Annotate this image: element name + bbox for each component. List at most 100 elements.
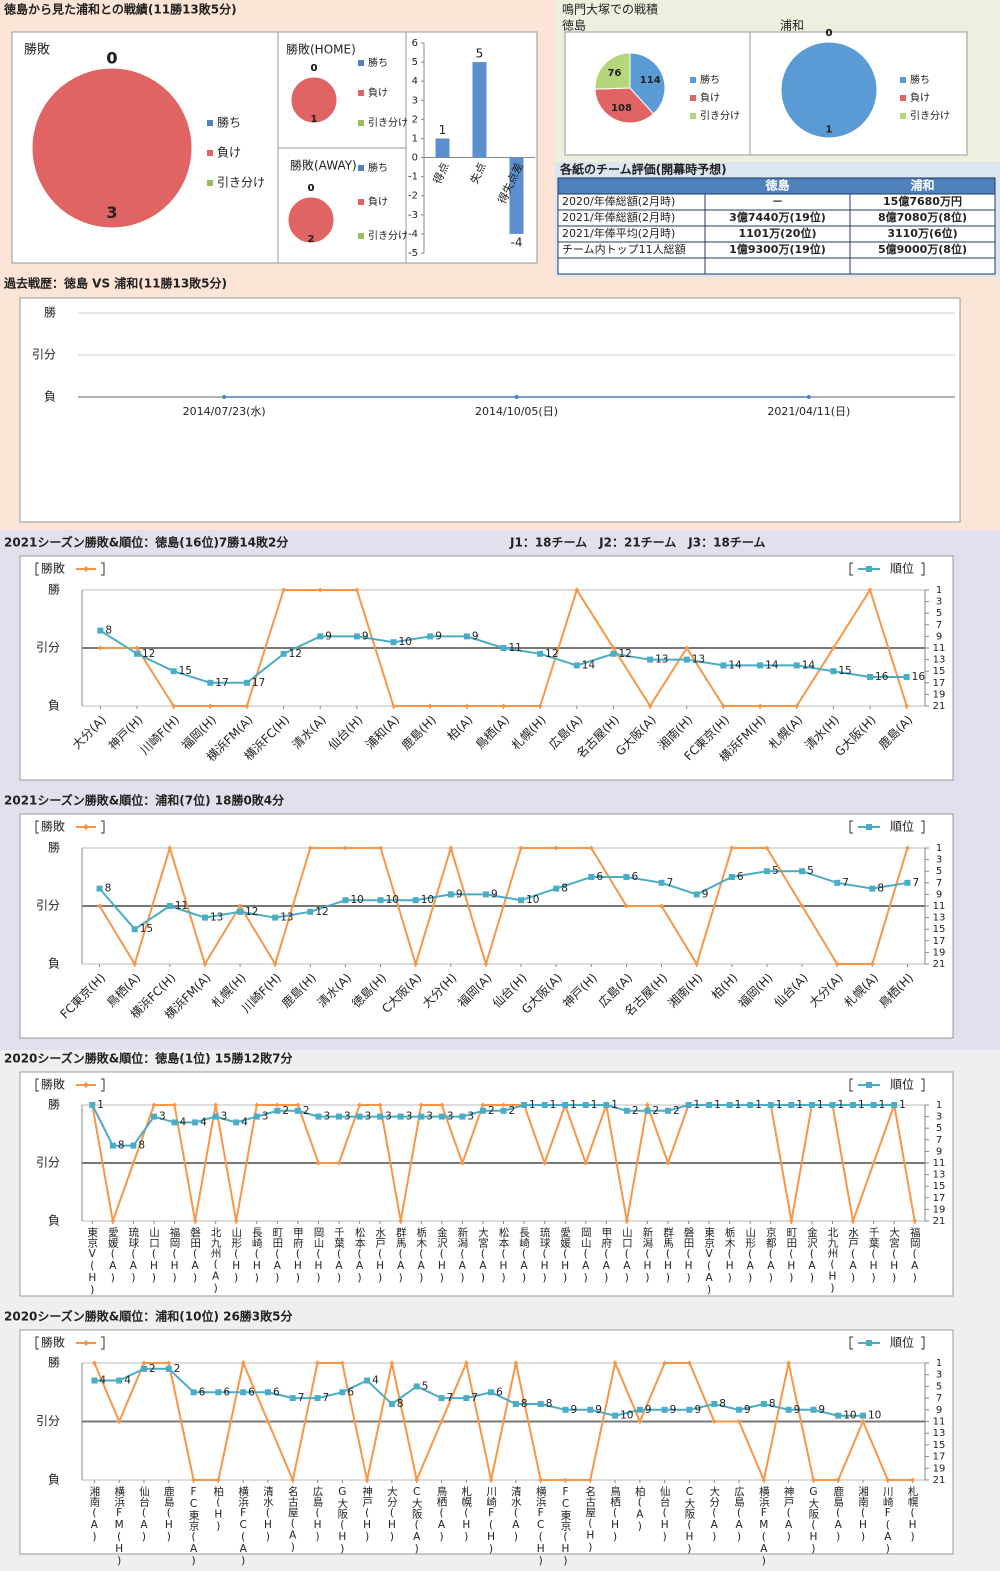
x-tick-label: 琉球(A) xyxy=(127,1226,139,1284)
data-label: 12 xyxy=(315,906,328,918)
data-label: 14 xyxy=(582,659,596,671)
y-tick-label: -5 xyxy=(408,248,418,259)
data-label: 6 xyxy=(223,1386,230,1398)
legend-bracket xyxy=(101,1078,105,1092)
point xyxy=(91,1360,97,1366)
point xyxy=(274,1102,280,1108)
x-tick-label: 北九州(A) xyxy=(210,1227,222,1295)
x-tick-label: 仙台(A) xyxy=(138,1485,150,1543)
data-label: 7 xyxy=(298,1392,305,1404)
legend-label: 引き分け xyxy=(700,110,740,122)
pie-slice xyxy=(780,41,878,139)
point xyxy=(686,1360,692,1366)
point xyxy=(785,1406,792,1413)
data-label: 9 xyxy=(491,888,498,900)
point xyxy=(464,703,470,709)
legend-swatch xyxy=(207,120,213,126)
legend-marker xyxy=(866,1340,872,1346)
point xyxy=(116,1419,122,1424)
chart-title: 2021シーズン勝敗&順位：徳島(16位)7勝14敗2分 xyxy=(4,535,288,550)
x-tick-label: 金沢(H) xyxy=(436,1226,448,1284)
y2-tick-label: 11 xyxy=(933,1417,946,1428)
legend-swatch xyxy=(207,150,213,156)
x-tick-label: FC東京(A) xyxy=(188,1486,200,1567)
legend-label: 順位 xyxy=(890,1335,914,1350)
point xyxy=(427,703,433,709)
point xyxy=(553,885,560,892)
x-tick-label: 湘南(H) xyxy=(857,1485,869,1543)
data-label: 3 xyxy=(365,1111,372,1123)
pie-title: 浦和 xyxy=(780,19,804,33)
point xyxy=(388,1400,395,1407)
x-tick-label: 横浜FC(H) xyxy=(535,1485,547,1567)
legend-marker xyxy=(83,1082,89,1088)
data-label: 1 xyxy=(817,1099,824,1111)
x-tick-label: 磐田(A) xyxy=(189,1226,201,1284)
point xyxy=(583,1160,589,1166)
point xyxy=(830,668,837,675)
data-label: 3 xyxy=(467,1111,474,1123)
y2-tick-label: 5 xyxy=(936,608,942,619)
y-tick-label: -1 xyxy=(408,172,418,183)
point xyxy=(427,633,434,640)
point xyxy=(830,645,836,651)
data-label: 2 xyxy=(282,1105,289,1117)
point xyxy=(413,1383,420,1390)
data-label: 10 xyxy=(386,894,399,906)
pie-label: 3 xyxy=(106,203,117,222)
bar xyxy=(435,138,450,158)
point xyxy=(683,656,690,663)
point xyxy=(130,1142,137,1149)
table-cell-text: 15億7680万円 xyxy=(883,194,962,208)
point xyxy=(786,1360,792,1366)
x-tick-label: 大宮(H) xyxy=(888,1226,900,1284)
point xyxy=(694,961,700,967)
data-label: 3 xyxy=(447,1111,454,1123)
y2-tick-label: 21 xyxy=(933,701,946,712)
point xyxy=(870,1102,877,1108)
data-label: 9 xyxy=(456,888,463,900)
legend-swatch xyxy=(900,113,906,119)
point xyxy=(151,1102,157,1108)
point xyxy=(281,587,287,593)
data-label: 3 xyxy=(385,1111,392,1123)
data-label: 2 xyxy=(652,1105,659,1117)
point xyxy=(808,1102,815,1108)
table-cell-text: 2021/年俸平均(2月時) xyxy=(562,226,675,240)
y2-tick-label: 11 xyxy=(933,1158,946,1169)
legend-label: 勝ち xyxy=(217,115,241,130)
legend-label: 順位 xyxy=(890,819,914,834)
x-tick-label: 愛媛(A) xyxy=(107,1226,119,1284)
data-label: 2 xyxy=(509,1105,516,1117)
legend-marker xyxy=(866,1082,872,1088)
point xyxy=(390,639,397,646)
y2-tick-label: 7 xyxy=(936,878,942,889)
point xyxy=(553,845,559,851)
point xyxy=(764,845,770,851)
data-label: 12 xyxy=(545,648,558,660)
data-label: 2 xyxy=(174,1363,181,1375)
chart-box xyxy=(19,297,961,523)
point xyxy=(336,1160,342,1166)
table-cell-text: 5億9000万(8位) xyxy=(878,242,967,256)
x-tick-label: 磐田(H) xyxy=(683,1226,695,1284)
data-label: 9 xyxy=(818,1404,825,1416)
legend-label: 勝ち xyxy=(368,161,388,174)
point xyxy=(356,1113,363,1120)
point xyxy=(562,1102,569,1108)
x-tick-label: 琉球(H) xyxy=(539,1226,551,1284)
point xyxy=(538,1477,544,1483)
point xyxy=(658,879,665,886)
data-label: 9 xyxy=(570,1404,577,1416)
data-label: 9 xyxy=(325,630,332,642)
x-tick-label: 仙台(H) xyxy=(659,1485,671,1543)
data-label: 4 xyxy=(241,1116,248,1128)
table-cell-text: 3110万(6位) xyxy=(887,226,957,240)
point xyxy=(910,1477,916,1483)
point xyxy=(684,645,690,651)
data-label: 7 xyxy=(471,1392,478,1404)
point xyxy=(190,1389,197,1396)
y-tick-label: 引分 xyxy=(32,348,56,362)
data-label: 12 xyxy=(618,648,631,660)
data-label: 9 xyxy=(472,630,479,642)
